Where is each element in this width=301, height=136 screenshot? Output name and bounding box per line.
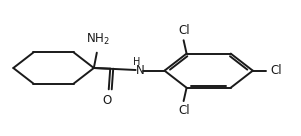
Text: H: H xyxy=(133,57,141,67)
Text: O: O xyxy=(103,94,112,107)
Text: Cl: Cl xyxy=(178,24,190,37)
Text: NH$_2$: NH$_2$ xyxy=(86,32,110,47)
Text: Cl: Cl xyxy=(271,64,282,77)
Text: N: N xyxy=(136,64,144,77)
Text: Cl: Cl xyxy=(178,104,190,117)
